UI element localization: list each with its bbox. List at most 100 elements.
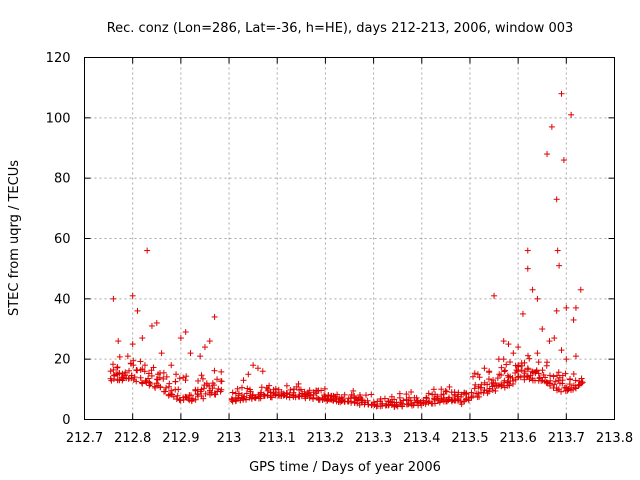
data-point <box>572 384 579 391</box>
data-point <box>434 393 441 400</box>
data-point <box>129 341 136 348</box>
data-point <box>187 350 194 357</box>
data-point <box>250 362 257 369</box>
data-point <box>509 380 516 387</box>
data-point <box>510 350 517 357</box>
data-point <box>130 357 137 364</box>
data-point <box>283 389 290 396</box>
data-point <box>119 377 126 384</box>
data-point <box>546 372 553 379</box>
y-tick-label: 60 <box>54 232 71 247</box>
data-point <box>446 383 453 390</box>
data-point <box>124 353 131 360</box>
data-point <box>521 359 528 366</box>
x-tick-label: 212.9 <box>162 431 199 446</box>
data-point <box>218 368 225 375</box>
data-point <box>484 381 491 388</box>
data-point <box>572 304 579 311</box>
data-point <box>470 393 477 400</box>
data-point <box>505 341 512 348</box>
data-point <box>396 390 403 397</box>
data-point <box>420 397 427 404</box>
data-point <box>182 377 189 384</box>
plot-frame <box>84 57 615 420</box>
data-point <box>563 356 570 363</box>
data-point <box>144 247 151 254</box>
data-point <box>485 376 492 383</box>
data-point <box>200 395 207 402</box>
data-point <box>153 376 160 383</box>
data-point <box>551 335 558 342</box>
data-point <box>214 376 221 383</box>
data-point <box>400 397 407 404</box>
data-point <box>195 377 202 384</box>
x-tick-label: 213.6 <box>500 431 537 446</box>
x-tick-label: 213.4 <box>403 431 440 446</box>
y-axis-label: STEC from uqrg / TECUs <box>7 160 22 316</box>
data-point <box>141 368 148 375</box>
data-point <box>443 388 450 395</box>
data-point <box>517 374 524 381</box>
data-point <box>182 329 189 336</box>
data-point <box>518 367 525 374</box>
data-point <box>131 374 138 381</box>
data-point <box>558 90 565 97</box>
data-point <box>170 393 177 400</box>
data-point <box>163 373 170 380</box>
data-point <box>206 383 213 390</box>
data-point <box>266 382 273 389</box>
data-point <box>174 392 181 399</box>
x-tick-label: 213.7 <box>548 431 585 446</box>
data-point <box>192 396 199 403</box>
data-point <box>188 398 195 405</box>
data-point <box>436 399 443 406</box>
data-point <box>458 401 465 408</box>
data-point <box>240 377 247 384</box>
data-point <box>524 352 531 359</box>
data-point <box>403 391 410 398</box>
data-point <box>494 375 501 382</box>
data-point <box>507 359 514 366</box>
data-point <box>116 353 123 360</box>
data-point <box>218 378 225 385</box>
data-point <box>234 385 241 392</box>
x-tick-label: 212.8 <box>114 431 151 446</box>
data-point <box>474 371 481 378</box>
data-point <box>283 382 290 389</box>
data-point <box>492 387 499 394</box>
data-point <box>172 378 179 385</box>
data-point <box>526 355 533 362</box>
data-point <box>553 307 560 314</box>
data-point <box>321 385 328 392</box>
data-point <box>258 384 265 391</box>
data-point <box>158 350 165 357</box>
data-point <box>257 395 264 402</box>
data-point <box>546 380 553 387</box>
data-point <box>334 391 341 398</box>
data-point <box>440 391 447 398</box>
data-point <box>137 374 144 381</box>
data-point <box>543 362 550 369</box>
data-point <box>562 370 569 377</box>
data-point <box>145 375 152 382</box>
data-point <box>295 380 302 387</box>
data-point <box>114 364 121 371</box>
data-point <box>570 371 577 378</box>
data-point <box>134 307 141 314</box>
data-point <box>197 388 204 395</box>
data-point <box>555 369 562 376</box>
x-tick-label: 213.3 <box>355 431 392 446</box>
chart-title: Rec. conz (Lon=286, Lat=-36, h=HE), days… <box>107 21 574 36</box>
data-point <box>524 247 531 254</box>
data-point <box>297 386 304 393</box>
data-point <box>564 387 571 394</box>
data-point <box>477 384 484 391</box>
data-point <box>399 400 406 407</box>
data-point <box>292 394 299 401</box>
data-point <box>470 373 477 380</box>
data-point <box>176 375 183 382</box>
data-point <box>306 387 313 394</box>
data-point <box>498 364 505 371</box>
data-point <box>404 401 411 408</box>
data-point <box>173 371 180 378</box>
